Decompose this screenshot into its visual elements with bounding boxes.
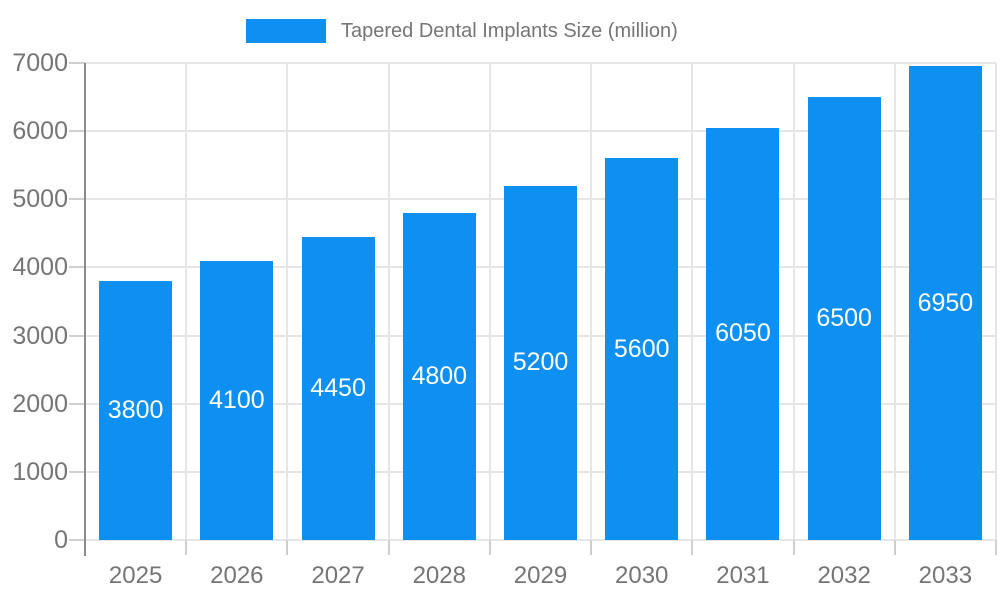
x-tick	[995, 540, 997, 555]
y-tick	[69, 62, 85, 64]
y-tick	[69, 130, 85, 133]
gridline-v	[590, 63, 593, 540]
x-axis-label-2032: 2032	[817, 562, 871, 589]
gridline-h-7000	[85, 62, 996, 64]
x-tick	[590, 540, 593, 555]
x-axis-label-2028: 2028	[412, 562, 466, 589]
x-axis-label-2026: 2026	[210, 562, 264, 589]
bar-value-label: 5200	[512, 348, 569, 377]
x-tick	[792, 540, 795, 555]
x-axis-label-2029: 2029	[513, 562, 568, 589]
y-axis-label-6000: 6000	[12, 117, 68, 146]
x-axis-label-2025: 2025	[108, 562, 163, 589]
chart-legend: Tapered Dental Implants Size (million)	[246, 19, 678, 43]
bar-value-label: 4800	[411, 361, 468, 390]
bar-2025: 3800	[99, 281, 173, 540]
x-tick	[387, 540, 390, 555]
gridline-v	[792, 63, 795, 540]
gridline-v	[488, 63, 491, 540]
plot-area: 3800 4100 4450 4800 5200 5600 6050 6500 6950	[85, 62, 997, 541]
y-axis-label-7000: 7000	[12, 49, 68, 77]
bar-2028: 4800	[402, 212, 476, 540]
y-tick	[69, 539, 85, 541]
y-axis-label-2000: 2000	[12, 389, 68, 418]
y-axis-label-1000: 1000	[12, 457, 68, 486]
y-axis-label-5000: 5000	[12, 185, 68, 214]
x-tick	[893, 540, 896, 555]
bar-value-label: 6050	[715, 319, 771, 348]
y-axis-label-3000: 3000	[12, 321, 68, 350]
y-tick	[69, 334, 85, 337]
y-axis-label-4000: 4000	[12, 253, 68, 282]
x-axis-label-2027: 2027	[311, 562, 365, 589]
x-axis-label-2031: 2031	[716, 562, 770, 589]
y-tick	[69, 470, 85, 473]
gridline-v	[387, 63, 390, 540]
bar-2027: 4450	[301, 236, 375, 540]
x-axis-label-2033: 2033	[918, 562, 973, 589]
y-tick	[69, 266, 85, 269]
bar-2033: 6950	[908, 66, 982, 540]
bar-2026: 4100	[200, 260, 274, 540]
bar-2031: 6050	[706, 127, 780, 540]
x-axis-label-2030: 2030	[615, 562, 669, 589]
bar-value-label: 5600	[613, 334, 670, 363]
gridline-v	[185, 63, 188, 540]
gridline-v	[286, 63, 289, 540]
gridline-v	[995, 63, 997, 540]
y-axis-line	[84, 63, 86, 556]
legend-label: Tapered Dental Implants Size (million)	[341, 20, 678, 42]
y-axis-label-0: 0	[54, 526, 68, 554]
bar-value-label: 4100	[209, 385, 265, 414]
gridline-v	[691, 63, 694, 540]
x-tick	[286, 540, 289, 555]
bar-value-label: 6950	[917, 288, 974, 317]
gridline-v	[893, 63, 896, 540]
y-tick	[69, 198, 85, 201]
bar-2030: 5600	[605, 158, 679, 540]
bar-value-label: 4450	[310, 373, 366, 402]
x-tick	[488, 540, 491, 555]
bar-value-label: 6500	[816, 304, 872, 333]
x-tick	[691, 540, 694, 555]
legend-swatch	[246, 19, 326, 43]
y-tick	[69, 402, 85, 405]
bar-2029: 5200	[504, 185, 577, 540]
gridline-h-6000	[85, 130, 996, 133]
bar-2032: 6500	[807, 97, 881, 540]
gridline-h-0	[85, 539, 996, 541]
x-tick	[185, 540, 188, 555]
bar-value-label: 3800	[107, 396, 164, 425]
